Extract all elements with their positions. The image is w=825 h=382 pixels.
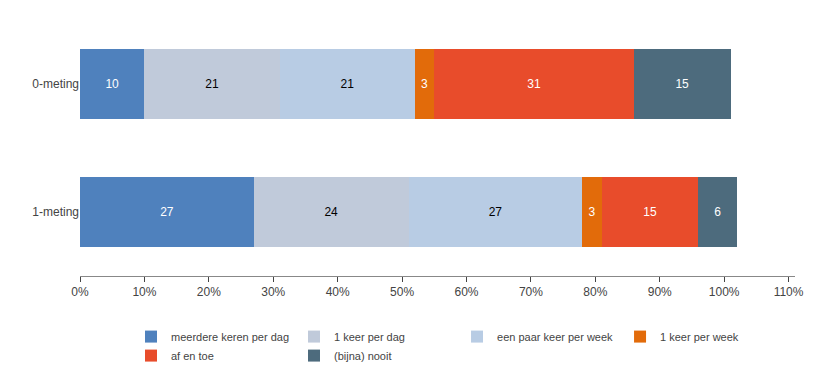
svg-text:70%: 70% xyxy=(519,285,543,299)
svg-text:27: 27 xyxy=(489,205,503,219)
svg-text:10%: 10% xyxy=(132,285,156,299)
svg-text:60%: 60% xyxy=(454,285,478,299)
svg-text:een paar keer per week: een paar keer per week xyxy=(497,331,613,343)
svg-text:31: 31 xyxy=(527,77,541,91)
svg-text:90%: 90% xyxy=(648,285,672,299)
svg-text:meerdere keren per dag: meerdere keren per dag xyxy=(171,331,289,343)
svg-text:af en toe: af en toe xyxy=(171,350,214,362)
svg-text:1-meting: 1-meting xyxy=(32,205,79,219)
svg-text:3: 3 xyxy=(421,77,428,91)
svg-text:110%: 110% xyxy=(774,285,804,299)
svg-text:21: 21 xyxy=(340,77,354,91)
svg-text:27: 27 xyxy=(160,205,174,219)
svg-text:21: 21 xyxy=(205,77,219,91)
svg-text:20%: 20% xyxy=(197,285,221,299)
svg-text:40%: 40% xyxy=(326,285,350,299)
svg-text:24: 24 xyxy=(324,205,338,219)
svg-text:50%: 50% xyxy=(390,285,414,299)
svg-text:80%: 80% xyxy=(583,285,607,299)
svg-text:15: 15 xyxy=(675,77,689,91)
svg-text:100%: 100% xyxy=(709,285,740,299)
svg-text:10: 10 xyxy=(105,77,119,91)
svg-text:1 keer per dag: 1 keer per dag xyxy=(334,331,405,343)
svg-text:3: 3 xyxy=(589,205,596,219)
svg-text:(bijna) nooit: (bijna) nooit xyxy=(334,350,391,362)
svg-text:0-meting: 0-meting xyxy=(32,77,79,91)
svg-text:6: 6 xyxy=(714,205,721,219)
svg-text:1 keer per week: 1 keer per week xyxy=(660,331,739,343)
svg-text:0%: 0% xyxy=(71,285,89,299)
svg-text:15: 15 xyxy=(643,205,657,219)
svg-text:30%: 30% xyxy=(261,285,285,299)
